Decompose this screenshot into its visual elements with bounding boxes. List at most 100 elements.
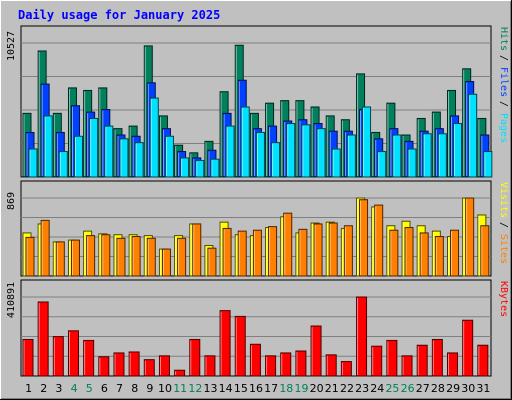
legend-visits: Visits bbox=[498, 182, 509, 218]
bar-sites-day-10 bbox=[161, 248, 171, 277]
bar-pages-day-1 bbox=[28, 148, 38, 178]
chart-title: Daily usage for January 2025 bbox=[18, 8, 220, 22]
bar-kbytes-day-16 bbox=[249, 343, 261, 377]
bar-sites-day-19 bbox=[298, 228, 308, 277]
bar-kbytes-day-4 bbox=[67, 330, 79, 377]
bar-kbytes-day-13 bbox=[204, 355, 216, 377]
day-label-17: 17 bbox=[264, 382, 278, 395]
day-label-11: 11 bbox=[173, 382, 187, 395]
bar-sites-day-1 bbox=[25, 236, 35, 277]
bar-sites-day-6 bbox=[101, 234, 111, 277]
day-label-13: 13 bbox=[204, 382, 218, 395]
bar-kbytes-day-7 bbox=[113, 352, 125, 377]
bar-sites-day-30 bbox=[465, 197, 475, 277]
day-label-25: 25 bbox=[385, 382, 399, 395]
bar-kbytes-day-15 bbox=[234, 315, 246, 377]
y-max-label: 10527 bbox=[6, 31, 17, 61]
bar-pages-day-3 bbox=[58, 151, 68, 178]
bar-kbytes-day-12 bbox=[189, 338, 201, 377]
bar-pages-day-28 bbox=[437, 133, 447, 178]
bar-kbytes-day-3 bbox=[52, 336, 64, 377]
bar-pages-day-16 bbox=[255, 131, 265, 178]
day-label-23: 23 bbox=[355, 382, 369, 395]
day-label-21: 21 bbox=[325, 382, 339, 395]
day-label-31: 31 bbox=[476, 382, 490, 395]
bar-pages-day-17 bbox=[271, 142, 281, 178]
bar-kbytes-day-2 bbox=[37, 301, 49, 377]
day-label-5: 5 bbox=[86, 382, 93, 395]
bar-kbytes-day-11 bbox=[174, 369, 186, 377]
bar-pages-day-20 bbox=[316, 128, 326, 178]
bar-pages-day-7 bbox=[119, 138, 129, 178]
day-label-7: 7 bbox=[116, 382, 123, 395]
bar-pages-day-30 bbox=[468, 93, 478, 178]
bar-sites-day-24 bbox=[374, 204, 384, 277]
day-label-9: 9 bbox=[146, 382, 153, 395]
bar-sites-day-3 bbox=[55, 241, 65, 277]
bar-pages-day-22 bbox=[346, 134, 356, 178]
day-label-22: 22 bbox=[340, 382, 354, 395]
day-label-28: 28 bbox=[431, 382, 445, 395]
bar-kbytes-day-24 bbox=[371, 345, 383, 377]
bar-pages-day-26 bbox=[407, 148, 417, 178]
day-label-26: 26 bbox=[401, 382, 415, 395]
bar-sites-day-2 bbox=[40, 219, 50, 277]
bar-pages-day-19 bbox=[301, 124, 311, 178]
bar-pages-day-25 bbox=[392, 134, 402, 178]
bar-kbytes-day-30 bbox=[462, 319, 474, 377]
bar-pages-day-6 bbox=[104, 125, 114, 178]
bar-sites-day-31 bbox=[480, 225, 490, 277]
bar-pages-day-24 bbox=[377, 151, 387, 178]
legend-sites: Sites bbox=[498, 234, 509, 264]
bar-sites-day-18 bbox=[283, 212, 293, 277]
day-label-10: 10 bbox=[158, 382, 172, 395]
legend-files: Files bbox=[498, 67, 509, 97]
bar-pages-day-5 bbox=[89, 117, 99, 178]
bar-pages-day-15 bbox=[240, 106, 250, 178]
legend-separator: / bbox=[498, 222, 509, 228]
bar-sites-day-23 bbox=[359, 199, 369, 277]
bar-sites-day-17 bbox=[268, 226, 278, 277]
legend-pages: Pages bbox=[498, 113, 509, 143]
day-label-27: 27 bbox=[416, 382, 430, 395]
bar-kbytes-day-25 bbox=[386, 339, 398, 377]
bar-sites-day-26 bbox=[404, 227, 414, 277]
bar-kbytes-day-18 bbox=[280, 352, 292, 377]
bar-sites-day-21 bbox=[328, 222, 338, 277]
legend-separator: / bbox=[498, 101, 509, 107]
bar-pages-day-27 bbox=[422, 133, 432, 178]
bar-pages-day-2 bbox=[43, 115, 53, 178]
day-label-30: 30 bbox=[461, 382, 475, 395]
bar-kbytes-day-19 bbox=[295, 350, 307, 377]
day-label-20: 20 bbox=[310, 382, 324, 395]
bar-pages-day-12 bbox=[195, 159, 205, 178]
bar-kbytes-day-9 bbox=[143, 359, 155, 377]
day-label-8: 8 bbox=[131, 382, 138, 395]
bar-kbytes-day-27 bbox=[416, 344, 428, 377]
bar-sites-day-14 bbox=[222, 227, 232, 277]
day-label-16: 16 bbox=[249, 382, 263, 395]
bar-kbytes-day-20 bbox=[310, 325, 322, 377]
day-label-3: 3 bbox=[55, 382, 62, 395]
bar-kbytes-day-14 bbox=[219, 310, 231, 377]
bar-pages-day-21 bbox=[331, 148, 341, 178]
bar-pages-day-9 bbox=[149, 97, 159, 178]
bar-kbytes-day-17 bbox=[265, 355, 277, 377]
bar-kbytes-day-23 bbox=[356, 296, 368, 377]
day-label-1: 1 bbox=[25, 382, 32, 395]
bar-pages-day-23 bbox=[362, 106, 372, 178]
bar-pages-day-18 bbox=[286, 123, 296, 178]
day-label-18: 18 bbox=[279, 382, 293, 395]
bar-pages-day-4 bbox=[73, 135, 83, 178]
bar-kbytes-day-31 bbox=[477, 344, 489, 377]
bar-sites-day-28 bbox=[434, 236, 444, 277]
bar-sites-day-27 bbox=[419, 232, 429, 277]
bar-kbytes-day-26 bbox=[401, 355, 413, 377]
bar-pages-day-14 bbox=[225, 125, 235, 178]
bar-sites-day-22 bbox=[343, 225, 353, 277]
bar-pages-day-31 bbox=[483, 151, 493, 178]
bar-sites-day-4 bbox=[70, 239, 80, 277]
y-max-label: 410891 bbox=[6, 282, 17, 318]
bar-sites-day-13 bbox=[207, 247, 217, 277]
